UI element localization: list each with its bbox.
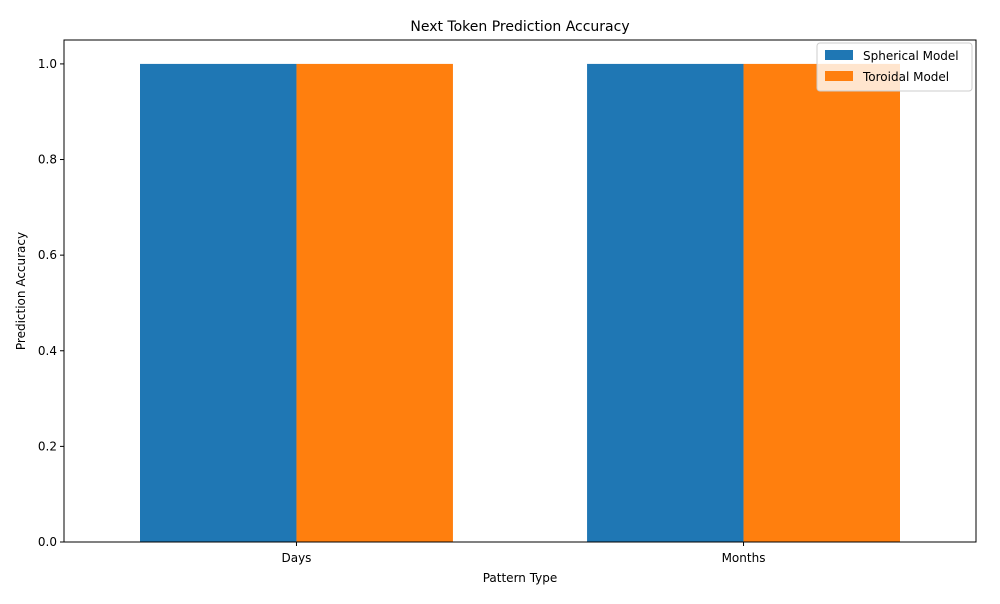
legend-label-spherical: Spherical Model (863, 49, 959, 63)
plot-frame (63, 39, 977, 543)
y-tick-label: 0.6 (38, 248, 57, 262)
legend-label-toroidal: Toroidal Model (862, 70, 949, 84)
x-axis-ticks: Days Months (281, 542, 765, 565)
bar-spherical-model-months (587, 63, 744, 543)
y-tick-label: 0.8 (38, 153, 57, 167)
chart-title: Next Token Prediction Accuracy (410, 19, 629, 35)
y-tick-label: 0.4 (38, 344, 57, 358)
x-tick-label: Days (281, 551, 311, 565)
bar-spherical-model-days (140, 63, 297, 543)
y-tick-label: 0.0 (38, 535, 57, 549)
legend-box (816, 42, 973, 92)
x-axis-label: Pattern Type (483, 571, 558, 585)
legend: Spherical Model Toroidal Model (816, 42, 973, 92)
x-tick-label: Months (722, 551, 766, 565)
y-tick-label: 1.0 (38, 57, 57, 71)
legend-swatch-toroidal (825, 71, 853, 81)
bar-toroidal-model-days (296, 63, 453, 543)
y-axis-ticks: 0.0 0.2 0.4 0.6 0.8 1.0 (38, 57, 64, 549)
y-axis-label: Prediction Accuracy (14, 232, 28, 350)
legend-swatch-spherical (825, 50, 853, 60)
bar-toroidal-model-months (743, 63, 900, 543)
bars-layer (140, 63, 900, 543)
y-tick-label: 0.2 (38, 439, 57, 453)
